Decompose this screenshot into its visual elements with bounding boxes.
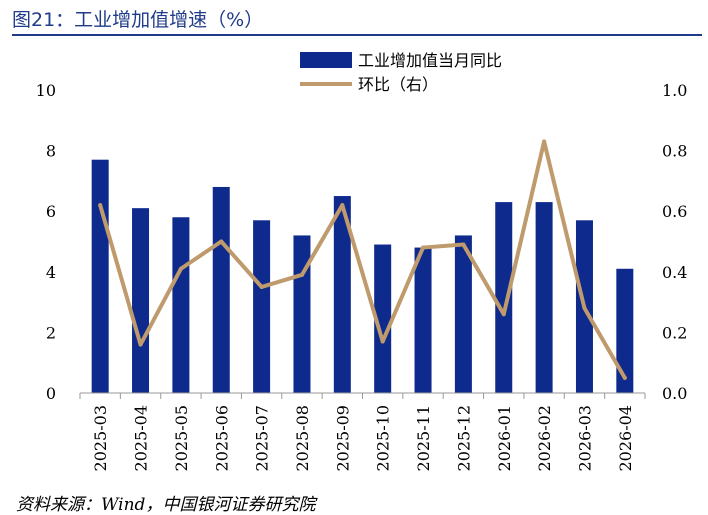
line-point [421, 245, 426, 250]
x-tick-label: 2026-02 [535, 405, 554, 471]
bar [414, 247, 432, 393]
y-left-tick-label: 4 [46, 263, 56, 282]
bar [535, 202, 553, 393]
line-point [542, 139, 547, 144]
y-left-tick-label: 2 [46, 323, 56, 342]
y-left-tick-label: 10 [36, 81, 56, 100]
x-tick-label: 2025-04 [132, 405, 151, 471]
bar [91, 159, 109, 393]
x-axis: 2025-03 2025-04 2025-05 2025-06 2025-07 2025-… [79, 392, 646, 471]
legend-line-label: 环比（右） [358, 75, 438, 94]
bar-series [91, 159, 634, 393]
y-left-tick-label: 6 [46, 202, 56, 221]
x-tick-label: 2026-04 [616, 405, 635, 471]
x-tick-label: 2025-12 [454, 405, 473, 471]
bar [132, 208, 150, 393]
source-note: 资料来源：Wind，中国银河证券研究院 [16, 495, 316, 515]
legend-bar-swatch [300, 52, 352, 68]
y-right-tick-label: 0.6 [662, 202, 687, 221]
y-axis-right: 0.0 0.2 0.4 0.6 0.8 1.0 [662, 81, 687, 403]
y-right-tick-label: 0.0 [662, 384, 687, 403]
line-point [219, 239, 224, 244]
line-point [622, 375, 627, 380]
line-point [98, 203, 103, 208]
line-point [582, 306, 587, 311]
line-series [98, 139, 627, 380]
x-tick-label: 2026-01 [495, 405, 514, 471]
chart-canvas: 工业增加值当月同比 环比（右） 0 2 4 6 8 10 0.0 0.2 0.4 0.6 0.8 1… [36, 51, 688, 471]
line-point [501, 312, 506, 317]
x-tick-label: 2025-07 [253, 405, 272, 471]
line-point [138, 342, 143, 347]
bar [616, 268, 634, 393]
legend: 工业增加值当月同比 环比（右） [300, 51, 502, 94]
line-point [380, 339, 385, 344]
bar [212, 186, 230, 393]
line-point [259, 284, 264, 289]
bar [172, 217, 190, 393]
y-left-tick-label: 8 [46, 142, 56, 161]
line-path [98, 139, 627, 380]
bar [454, 235, 472, 393]
y-axis-left: 0 2 4 6 8 10 [36, 81, 56, 403]
bar [333, 196, 351, 393]
legend-bar-label: 工业增加值当月同比 [358, 51, 502, 70]
bar [374, 244, 392, 393]
x-tick-label: 2025-11 [414, 405, 433, 471]
title-divider [12, 34, 702, 36]
x-tick-label: 2025-09 [333, 405, 352, 471]
y-right-tick-label: 0.2 [662, 323, 687, 342]
line-point [299, 272, 304, 277]
y-left-tick-label: 0 [46, 384, 56, 403]
x-tick-label: 2025-06 [212, 405, 231, 471]
x-tick-label: 2026-03 [575, 405, 594, 471]
y-right-tick-label: 0.8 [662, 142, 687, 161]
y-right-tick-label: 0.4 [662, 263, 687, 282]
line-point [461, 242, 466, 247]
x-tick-label: 2025-08 [293, 405, 312, 471]
y-right-tick-label: 1.0 [662, 81, 687, 100]
chart-title: 图21：工业增加值增速（%） [12, 9, 264, 31]
x-tick-label: 2025-10 [374, 405, 393, 471]
line-point [178, 266, 183, 271]
bar [293, 235, 311, 393]
line-point [340, 203, 345, 208]
x-tick-label: 2025-03 [91, 405, 110, 471]
bar [253, 220, 271, 393]
bar [495, 202, 513, 393]
x-tick-label: 2025-05 [172, 405, 191, 471]
